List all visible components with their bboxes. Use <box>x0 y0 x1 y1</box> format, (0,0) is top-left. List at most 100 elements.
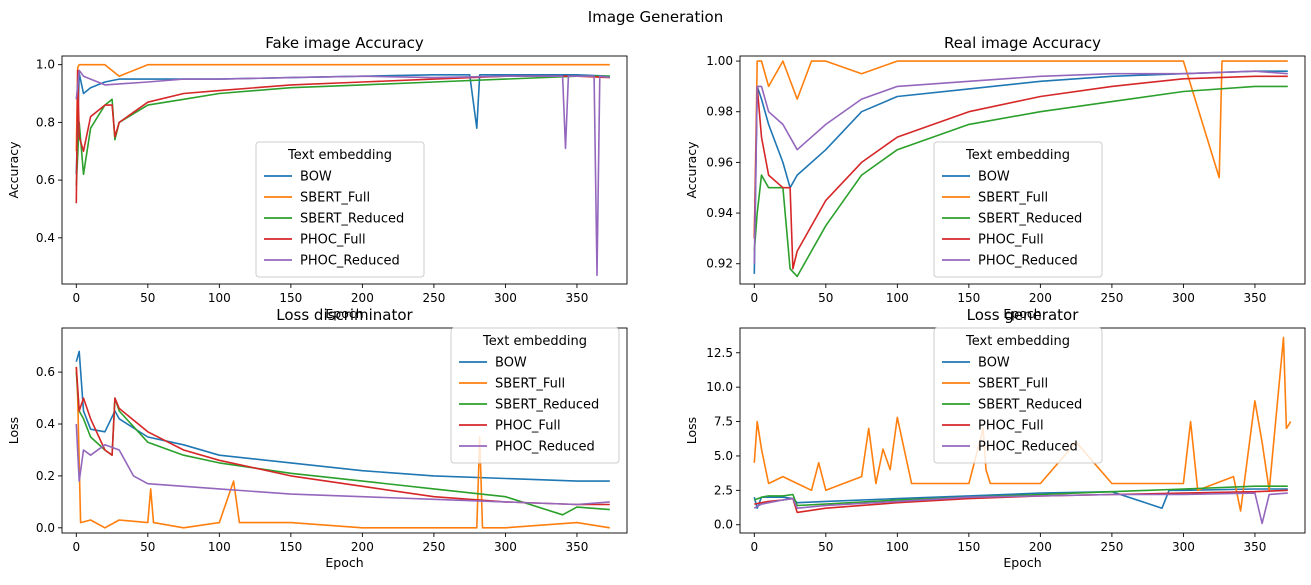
y-tick-label: 0.98 <box>706 105 733 119</box>
series-line-phoc-full <box>75 366 610 506</box>
x-tick-label: 350 <box>1243 291 1266 305</box>
x-tick-label: 0 <box>72 540 80 554</box>
chart-title: Loss generator <box>967 306 1080 324</box>
x-tick-label: 350 <box>565 540 588 554</box>
y-tick-label: 0.0 <box>36 521 55 535</box>
y-tick-label: 1.0 <box>36 58 55 72</box>
series-line-sbert-full <box>753 60 1288 239</box>
x-tick-label: 250 <box>1100 540 1123 554</box>
series-line-bow <box>753 488 1288 510</box>
series-line-phoc-full <box>75 69 610 204</box>
x-tick-label: 50 <box>140 540 155 554</box>
chart-panel-4: 0 50 100 150 200 250 300 350 0.0 2.5 5.0 7.5 10.0 12.… <box>684 306 1306 570</box>
axes-frame <box>739 55 1306 285</box>
y-tick-label: 0.94 <box>706 206 733 220</box>
series-line-phoc-reduced <box>753 492 1288 525</box>
figure-suptitle: Image Generation <box>587 8 724 26</box>
x-tick-label: 0 <box>750 291 758 305</box>
x-tick-label: 100 <box>886 540 909 554</box>
legend-entry: SBERT_Full <box>978 191 1048 206</box>
y-tick-label: 0.8 <box>36 115 55 129</box>
legend-entry: PHOC_Reduced <box>300 254 400 269</box>
legend-entry: BOW <box>300 170 332 185</box>
y-tick-label: 0.96 <box>706 155 733 169</box>
legend-title: Text embedding <box>965 148 1070 163</box>
x-tick-label: 300 <box>1172 540 1195 554</box>
x-axis-label: Epoch <box>1003 306 1041 321</box>
series-line-sbert-full <box>75 63 610 152</box>
legend-entry: SBERT_Reduced <box>978 212 1082 227</box>
legend-entry: PHOC_Full <box>978 419 1044 434</box>
y-tick-label: 2.5 <box>714 483 733 497</box>
x-tick-label: 100 <box>208 291 231 305</box>
series-line-phoc-reduced <box>75 69 610 277</box>
x-tick-label: 200 <box>351 291 374 305</box>
series-line-sbert-reduced <box>754 485 1288 507</box>
legend-entry: BOW <box>495 356 527 371</box>
legend: Text embedding BOW SBERT_Full SBERT_Reduced… <box>933 141 1103 278</box>
legend-entry: PHOC_Reduced <box>978 254 1078 269</box>
chart-panel-1: 0 50 100 150 200 250 300 350 0.4 0.6 0.8 1.0 Fake im… <box>6 34 628 321</box>
x-tick-label: 200 <box>1029 291 1052 305</box>
y-tick-label: 0.0 <box>714 518 733 532</box>
x-axis-label: Epoch <box>325 306 363 321</box>
x-tick-label: 0 <box>750 540 758 554</box>
legend-entry: SBERT_Full <box>495 377 565 392</box>
chart-panel-2: 0 50 100 150 200 250 300 350 0.92 0.94 0.96 0.98 1.0… <box>684 34 1306 321</box>
y-tick-label: 0.2 <box>36 469 55 483</box>
y-tick-label: 10.0 <box>706 380 733 394</box>
legend-entry: PHOC_Reduced <box>495 440 595 455</box>
legend-entry: PHOC_Full <box>300 233 366 248</box>
x-tick-label: 150 <box>957 291 980 305</box>
y-axis-label: Accuracy <box>684 141 699 199</box>
x-tick-label: 100 <box>208 540 231 554</box>
series-line-phoc-reduced <box>753 70 1288 264</box>
y-tick-label: 12.5 <box>706 346 733 360</box>
chart-title: Loss discriminator <box>276 306 413 324</box>
y-tick-label: 5.0 <box>714 449 733 463</box>
x-axis-label: Epoch <box>1003 555 1041 570</box>
series-line-sbert-reduced <box>75 372 610 516</box>
chart-title: Real image Accuracy <box>944 34 1101 52</box>
x-tick-label: 50 <box>818 291 833 305</box>
legend-entry: SBERT_Reduced <box>978 398 1082 413</box>
axes-frame <box>61 327 628 534</box>
x-tick-label: 250 <box>1100 291 1123 305</box>
chart-panel-3: 0 50 100 150 200 250 300 350 0.0 0.2 0.4 0.6 Loss di… <box>6 306 628 570</box>
series-line-phoc-full <box>754 489 1288 514</box>
legend-entry: PHOC_Reduced <box>978 440 1078 455</box>
legend-title: Text embedding <box>482 334 587 349</box>
series-line-sbert-full <box>75 366 610 529</box>
series-line-phoc-full <box>753 75 1288 270</box>
legend-entry: PHOC_Full <box>495 419 561 434</box>
x-tick-label: 300 <box>494 291 517 305</box>
x-tick-label: 50 <box>140 291 155 305</box>
series-group <box>75 350 610 529</box>
legend-box <box>933 141 1103 278</box>
legend-entry: BOW <box>978 356 1010 371</box>
y-axis-label: Loss <box>684 417 699 444</box>
chart-title: Fake image Accuracy <box>265 34 424 52</box>
legend-entry: SBERT_Reduced <box>300 212 404 227</box>
legend-box <box>450 327 620 464</box>
y-axis-label: Accuracy <box>6 141 21 199</box>
legend: Text embedding BOW SBERT_Full SBERT_Reduced… <box>255 141 425 278</box>
x-axis-label: Epoch <box>325 555 363 570</box>
x-tick-label: 350 <box>1243 540 1266 554</box>
x-tick-label: 0 <box>72 291 80 305</box>
series-line-sbert-reduced <box>753 85 1288 278</box>
x-tick-label: 250 <box>422 291 445 305</box>
y-tick-label: 0.6 <box>36 365 55 379</box>
legend-title: Text embedding <box>287 148 392 163</box>
y-tick-label: 7.5 <box>714 415 733 429</box>
legend-entry: PHOC_Full <box>978 233 1044 248</box>
x-tick-label: 350 <box>565 291 588 305</box>
series-line-bow <box>753 70 1288 274</box>
y-axis-label: Loss <box>6 417 21 444</box>
legend-entry: SBERT_Full <box>300 191 370 206</box>
x-tick-label: 300 <box>494 540 517 554</box>
x-tick-label: 200 <box>351 540 374 554</box>
legend: Text embedding BOW SBERT_Full SBERT_Reduced… <box>933 327 1103 464</box>
